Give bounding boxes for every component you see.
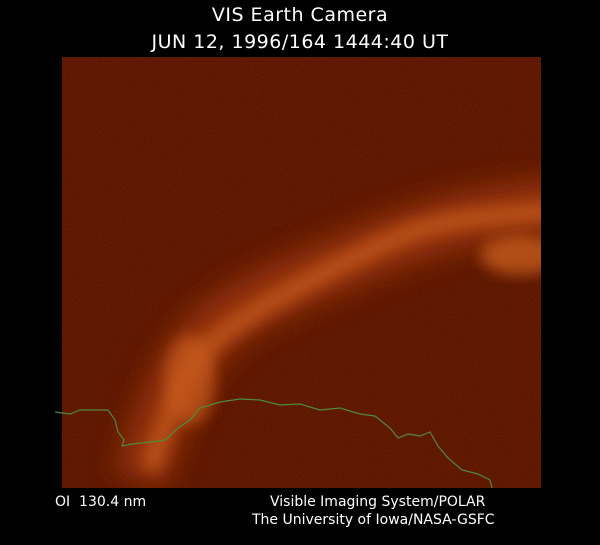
filter-label: OI 130.4 nm	[55, 494, 147, 510]
credit-line: The University of Iowa/NASA-GSFC	[252, 512, 495, 528]
credit-line: Visible Imaging System/POLAR	[270, 494, 486, 510]
subtitle: JUN 12, 1996/164 1444:40 UT	[151, 31, 449, 53]
title: VIS Earth Camera	[211, 4, 389, 26]
coastline	[54, 398, 493, 489]
